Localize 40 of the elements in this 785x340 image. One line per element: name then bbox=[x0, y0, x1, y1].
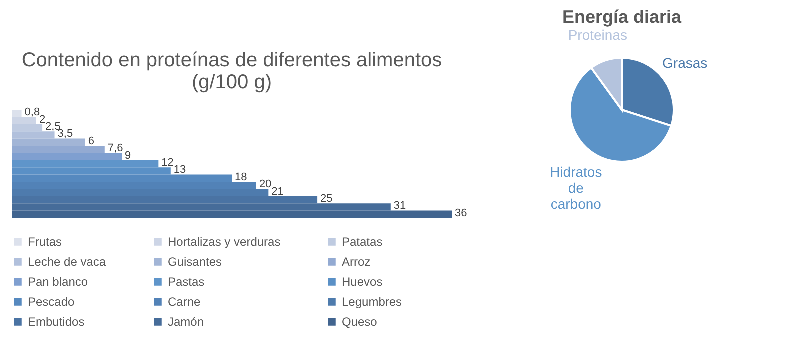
legend-label: Pescado bbox=[28, 295, 76, 309]
data-label: 25 bbox=[320, 193, 333, 205]
bar bbox=[12, 153, 122, 160]
data-label: 20 bbox=[259, 178, 272, 191]
legend-label: Jamón bbox=[168, 315, 204, 329]
legend-label: Arroz bbox=[342, 255, 371, 269]
legend-label: Pan blanco bbox=[28, 275, 88, 289]
data-label: 21 bbox=[272, 186, 284, 198]
data-label: 13 bbox=[174, 164, 186, 176]
legend-label: Huevos bbox=[342, 275, 383, 289]
data-label: 18 bbox=[235, 171, 248, 184]
legend-label: Queso bbox=[342, 315, 378, 329]
data-label: 9 bbox=[125, 150, 132, 162]
legend-label: Embutidos bbox=[28, 315, 85, 329]
bar bbox=[12, 146, 105, 154]
data-label: 36 bbox=[455, 207, 468, 220]
slice-label: Proteinas bbox=[568, 26, 628, 43]
chart-title: Contenido en proteínas de diferentes alimentos (g/100 g) bbox=[22, 50, 442, 94]
bar bbox=[12, 132, 55, 139]
chart-title: Energía diaria bbox=[562, 6, 683, 27]
data-label: 12 bbox=[162, 157, 174, 169]
legend-label: Leche de vaca bbox=[28, 255, 106, 269]
data-label: 2 bbox=[39, 114, 46, 126]
legend-label: Patatas bbox=[342, 235, 383, 249]
data-label: 7,6 bbox=[108, 142, 124, 155]
slice-label: Hidratos de carbono bbox=[550, 164, 602, 212]
legend-label: Pastas bbox=[168, 275, 205, 289]
bar bbox=[12, 138, 86, 146]
data-label: 31 bbox=[394, 200, 406, 212]
legend-label: Frutas bbox=[28, 235, 62, 249]
legend-label: Hortalizas y verduras bbox=[168, 235, 281, 249]
legend-label: Legumbres bbox=[342, 295, 402, 309]
slice-label: Grasas bbox=[662, 55, 708, 72]
legend-label: Carne bbox=[168, 295, 202, 309]
data-label: 6 bbox=[88, 135, 94, 148]
data-label: 0,8 bbox=[24, 106, 40, 119]
bar bbox=[12, 124, 43, 132]
bar bbox=[12, 117, 36, 124]
legend-label: Guisantes bbox=[168, 255, 222, 269]
bar bbox=[12, 110, 22, 118]
